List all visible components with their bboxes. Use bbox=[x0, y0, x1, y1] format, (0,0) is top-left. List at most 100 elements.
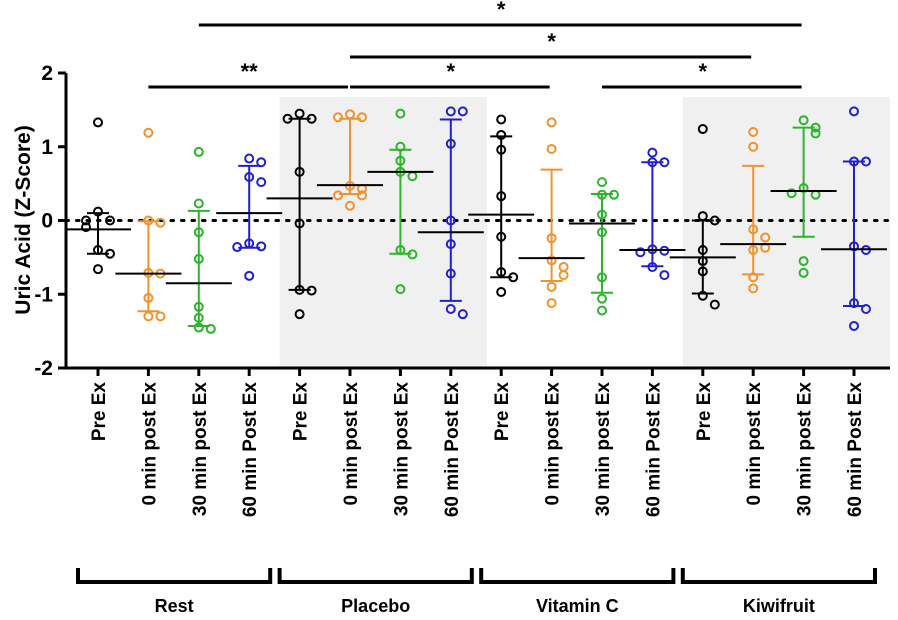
data-point bbox=[395, 284, 406, 295]
x-tick-label: 30 min post Ex bbox=[795, 382, 816, 517]
data-point bbox=[345, 109, 355, 120]
data-point bbox=[558, 261, 569, 272]
x-axis: Pre Ex 0 min post Ex 30 min post Ex 60 min … bbox=[65, 366, 890, 518]
x-tick-label: 0 min post Ex bbox=[341, 382, 362, 506]
data-point bbox=[395, 141, 406, 152]
data-point bbox=[697, 266, 708, 277]
data-point bbox=[193, 253, 204, 264]
y-axis: -2 -1 0 1 2 bbox=[34, 62, 68, 380]
data-point bbox=[205, 323, 216, 334]
x-tick-label: 60 min Post Ex bbox=[240, 382, 261, 518]
data-point bbox=[546, 255, 557, 266]
data-point bbox=[294, 309, 305, 320]
group-bracket bbox=[680, 568, 877, 584]
data-point bbox=[496, 191, 507, 202]
data-point bbox=[697, 211, 708, 222]
group-label: Rest bbox=[155, 596, 194, 616]
data-point bbox=[496, 144, 507, 155]
data-point bbox=[635, 247, 646, 258]
data-point bbox=[597, 227, 607, 238]
data-point bbox=[294, 284, 305, 295]
data-point bbox=[849, 320, 859, 331]
data-point bbox=[508, 272, 519, 283]
x-tick-label: 0 min post Ex bbox=[139, 382, 160, 506]
x-tick-label: Pre Ex bbox=[89, 382, 110, 442]
data-point bbox=[748, 127, 759, 137]
data-point bbox=[93, 117, 103, 128]
data-point bbox=[546, 233, 557, 244]
x-tick-label: 30 min post Ex bbox=[391, 382, 412, 517]
y-tick-label: 0 bbox=[41, 210, 53, 233]
data-point bbox=[558, 270, 569, 281]
y-tick-label: -1 bbox=[34, 283, 53, 306]
data-point bbox=[496, 129, 507, 140]
group-label: Vitamin C bbox=[536, 596, 619, 616]
data-point bbox=[244, 238, 255, 249]
data-point bbox=[709, 299, 720, 310]
data-point bbox=[232, 242, 243, 253]
x-tick-label: 0 min post Ex bbox=[543, 382, 564, 506]
data-point bbox=[697, 245, 708, 255]
data-point bbox=[345, 200, 355, 211]
data-point bbox=[395, 155, 406, 166]
data-point bbox=[193, 312, 204, 323]
data-point bbox=[798, 115, 809, 126]
data-point bbox=[597, 272, 607, 283]
data-point bbox=[445, 138, 456, 149]
data-point bbox=[143, 215, 154, 226]
data-point bbox=[546, 117, 557, 128]
data-point bbox=[407, 249, 418, 260]
data-point bbox=[496, 231, 507, 242]
data-point bbox=[445, 239, 456, 250]
data-point bbox=[445, 304, 456, 314]
data-point bbox=[244, 270, 255, 281]
significance-label: * bbox=[547, 29, 556, 54]
series-layer bbox=[65, 106, 887, 334]
data-point bbox=[810, 128, 821, 139]
shading-layer bbox=[279, 97, 890, 368]
y-tick-label: -2 bbox=[34, 357, 53, 380]
significance-label: * bbox=[497, 0, 506, 22]
significance-label: * bbox=[447, 59, 456, 84]
data-point bbox=[647, 147, 658, 158]
x-tick-label: Pre Ex bbox=[492, 382, 513, 442]
data-point bbox=[294, 166, 305, 177]
data-point bbox=[143, 127, 154, 138]
data-point bbox=[849, 241, 859, 252]
data-point bbox=[445, 106, 456, 117]
data-point bbox=[546, 143, 557, 154]
x-tick-label: 60 min Post Ex bbox=[845, 382, 866, 518]
data-point bbox=[647, 261, 658, 272]
x-tick-label: Pre Ex bbox=[291, 382, 312, 442]
data-point bbox=[193, 227, 204, 238]
group-shade-kiwifruit bbox=[682, 97, 890, 368]
data-point bbox=[760, 232, 771, 243]
data-point bbox=[597, 293, 607, 304]
group-label: Kiwifruit bbox=[743, 596, 815, 616]
data-point bbox=[597, 305, 607, 316]
data-point bbox=[748, 224, 759, 235]
data-point bbox=[647, 157, 658, 168]
significance-label: ** bbox=[241, 59, 259, 84]
data-point bbox=[861, 304, 871, 314]
data-point bbox=[155, 311, 166, 322]
data-point bbox=[798, 267, 809, 278]
data-point bbox=[546, 281, 557, 292]
data-point bbox=[496, 114, 507, 125]
data-point bbox=[294, 108, 305, 119]
data-point bbox=[496, 287, 507, 298]
group-bracket bbox=[76, 568, 273, 584]
data-point bbox=[105, 215, 115, 226]
data-point bbox=[849, 106, 859, 117]
data-point bbox=[256, 177, 267, 188]
data-point bbox=[861, 156, 871, 167]
data-point bbox=[445, 215, 456, 226]
data-point bbox=[697, 290, 708, 301]
data-point bbox=[244, 171, 255, 182]
significance-layer: ** * *** bbox=[148, 0, 802, 89]
data-point bbox=[597, 189, 607, 200]
data-point bbox=[193, 146, 204, 157]
data-point bbox=[93, 264, 103, 275]
data-point bbox=[333, 190, 343, 201]
